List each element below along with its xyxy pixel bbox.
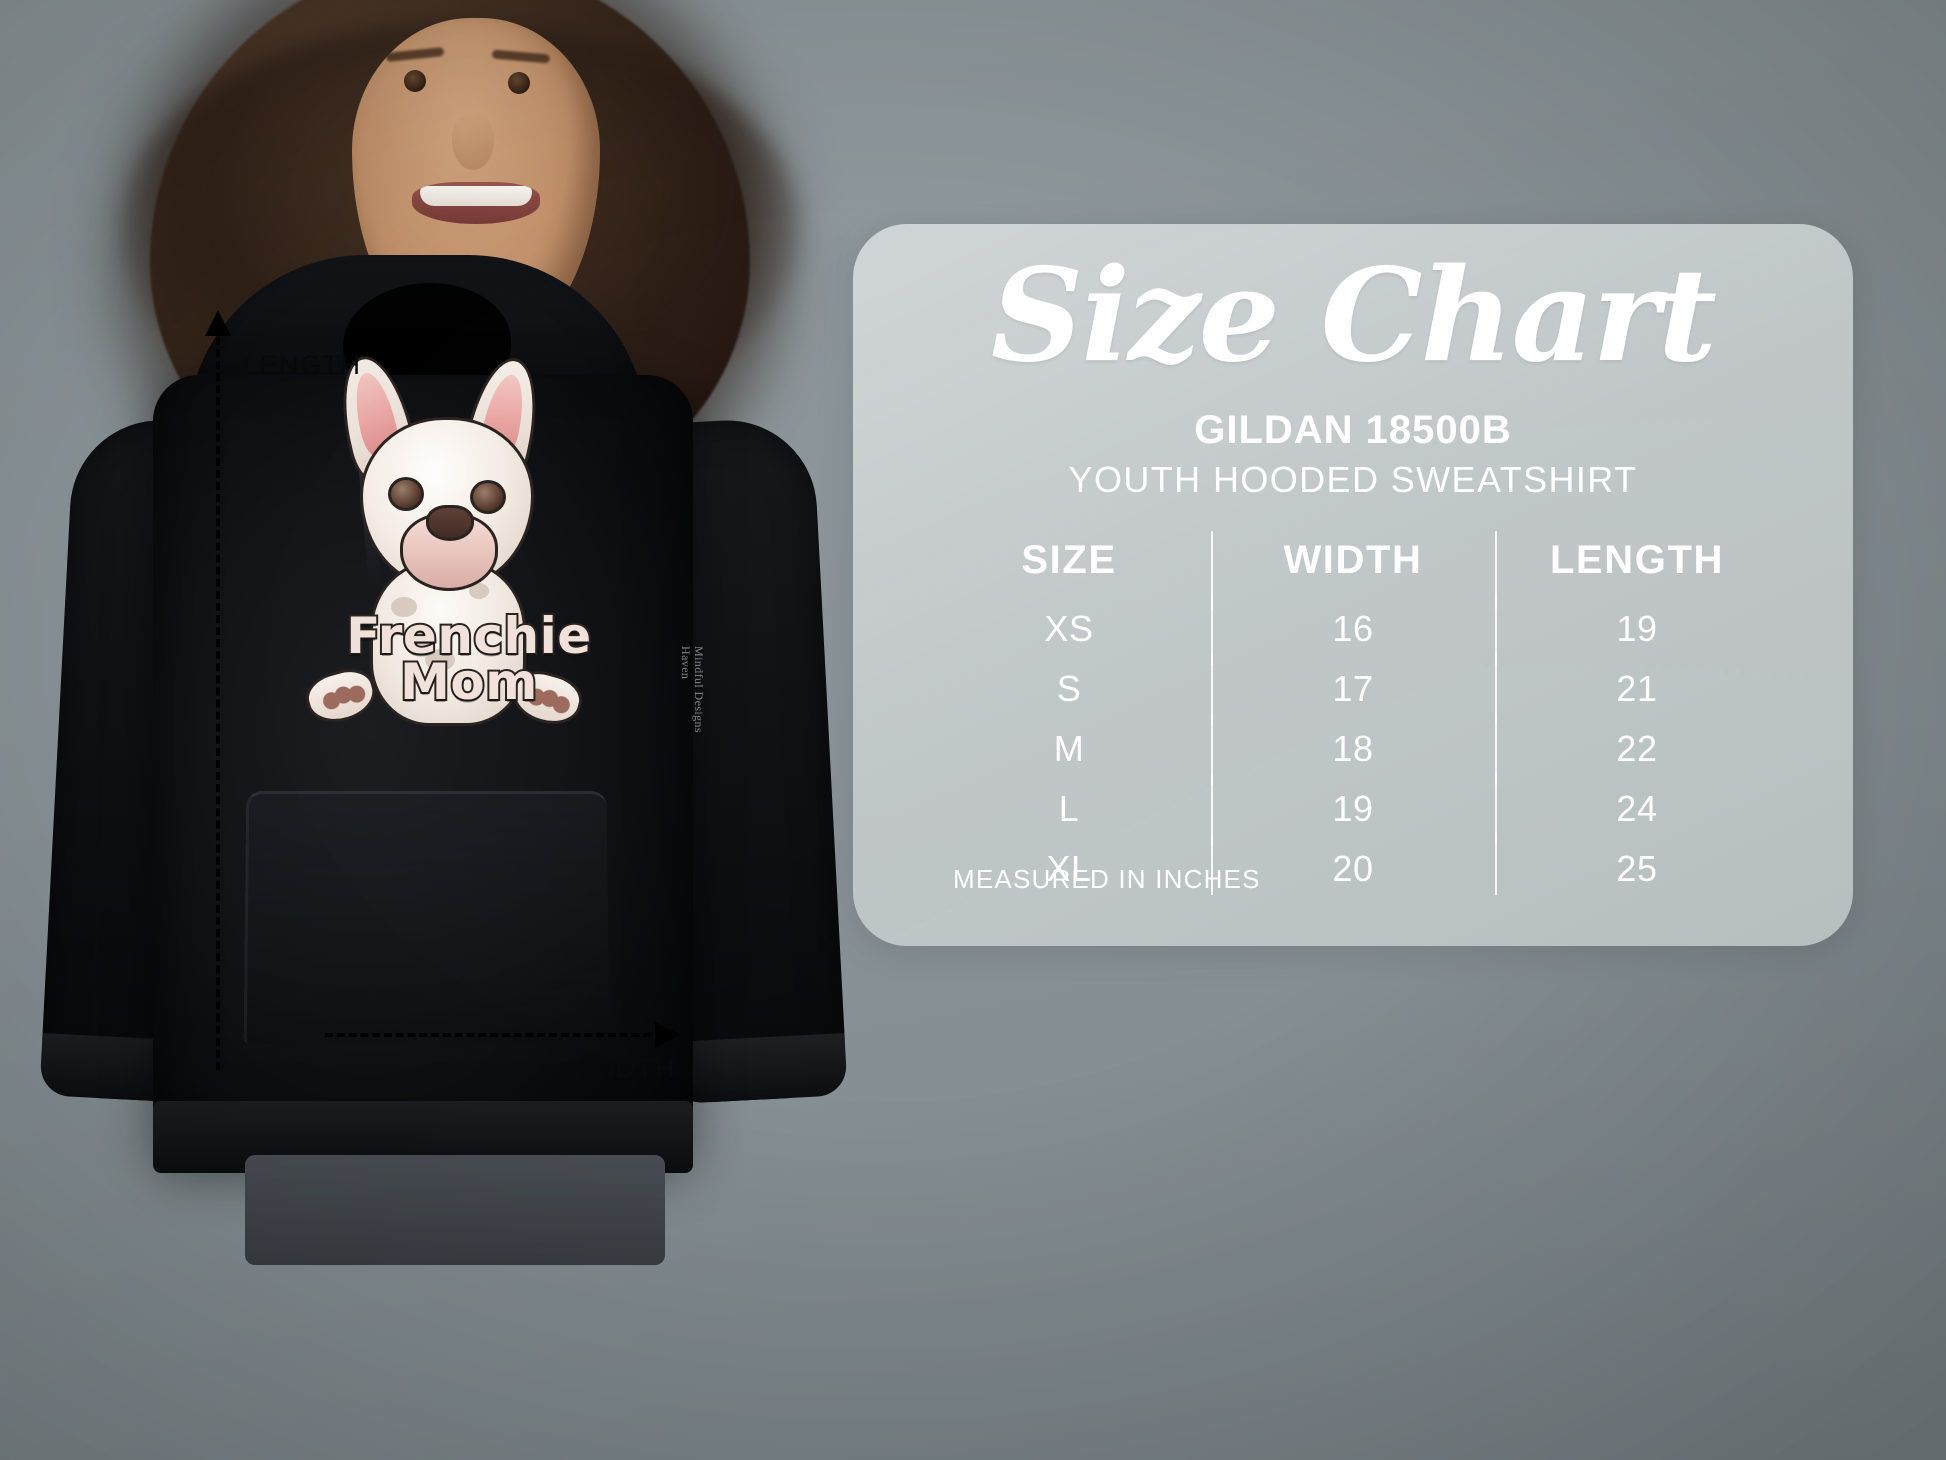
dog-spot	[469, 583, 489, 599]
smile	[412, 182, 540, 224]
kangaroo-pocket	[243, 791, 610, 1044]
cell-size: M	[1053, 728, 1085, 769]
dog-eye-left	[388, 477, 424, 511]
size-chart-panel: Size Chart GILDAN 18500B YOUTH HOODED SW…	[853, 224, 1853, 946]
cell-width: 19	[1211, 773, 1495, 845]
cell-width: 17	[1211, 653, 1495, 725]
column-header-length: LENGTH	[1495, 529, 1779, 609]
panel-title: Size Chart	[990, 241, 1717, 391]
pupil-right	[508, 72, 530, 94]
table-row: XS 16 19	[927, 593, 1779, 665]
model-pants	[245, 1155, 665, 1265]
french-bulldog-illustration	[288, 349, 588, 755]
dog-eye-right	[470, 480, 506, 514]
table-header-row: SIZE WIDTH LENGTH	[927, 529, 1779, 609]
cell-width: 20	[1211, 833, 1495, 899]
table-row: M 18 22	[927, 713, 1779, 785]
length-guide-line	[216, 325, 222, 1070]
cell-length: 21	[1495, 653, 1779, 725]
print-text: Frenchie Mom	[340, 609, 598, 711]
watermark-line1: Mindful Designs	[692, 646, 706, 733]
panel-brand-model: GILDAN 18500B	[1194, 408, 1512, 452]
dog-spot	[391, 597, 417, 617]
pupil-left	[404, 70, 426, 92]
size-table: SIZE WIDTH LENGTH XS 16 19 S 17 21 M 18	[927, 529, 1779, 899]
table-row: L 19 24	[927, 773, 1779, 845]
width-arrow-icon	[655, 1022, 681, 1048]
table-row: S 17 21	[927, 653, 1779, 725]
dog-spot	[425, 649, 455, 671]
cell-size: S	[1056, 668, 1082, 709]
column-header-width: WIDTH	[1211, 529, 1495, 609]
cell-length: 19	[1495, 593, 1779, 665]
cell-width: 18	[1211, 713, 1495, 785]
table-row: XL 20 25	[927, 833, 1779, 899]
width-guide-line	[325, 1033, 663, 1039]
panel-product-name: YOUTH HOODED SWEATSHIRT	[1068, 459, 1638, 500]
cell-width: 16	[1211, 593, 1495, 665]
nose	[452, 112, 494, 170]
cell-length: 24	[1495, 773, 1779, 845]
shop-watermark: Mindful Designs Haven	[679, 646, 706, 733]
teeth	[420, 186, 532, 206]
length-label: LENGTH	[243, 350, 362, 380]
cell-length: 25	[1495, 833, 1779, 899]
print-text-line2: Mom	[398, 653, 539, 711]
cell-size: L	[1058, 788, 1080, 829]
cell-size: XL	[1046, 848, 1092, 889]
cuff-right	[669, 1033, 848, 1105]
eye-right	[496, 70, 542, 94]
eye-left	[392, 68, 438, 92]
frenchie-mom-print: Frenchie Mom	[288, 349, 593, 755]
width-label: WIDTH	[580, 1053, 676, 1083]
column-header-size: SIZE	[1021, 538, 1117, 582]
cell-length: 22	[1495, 713, 1779, 785]
panel-footnote: MEASURED IN INCHES	[953, 864, 1261, 894]
watermark-line2: Haven	[679, 646, 694, 680]
print-text-line1: Frenchie	[344, 607, 593, 665]
cell-size: XS	[1044, 608, 1094, 649]
dog-nose	[426, 505, 474, 541]
table-body: XS 16 19 S 17 21 M 18 22 L 19 24	[927, 593, 1779, 899]
